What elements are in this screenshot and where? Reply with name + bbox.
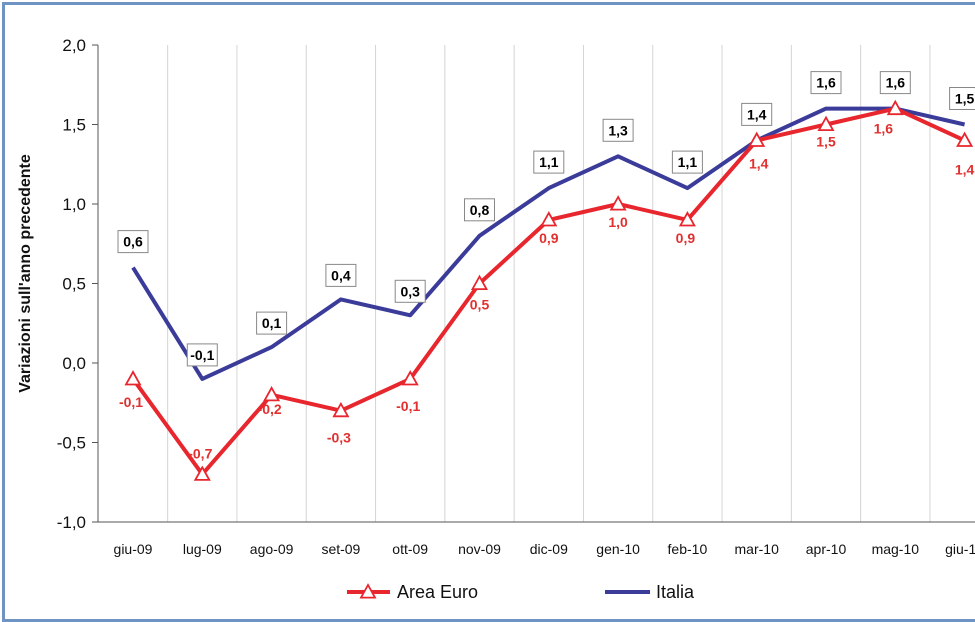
y-axis-title: Variazioni sull'anno precedente (17, 154, 34, 393)
italia-data-label-box (325, 263, 357, 287)
area-euro-data-label: 1,5 (816, 134, 836, 150)
y-tick-label: 1,0 (62, 195, 86, 214)
area-euro-data-label: 1,0 (608, 214, 628, 230)
x-tick-label: nov-09 (458, 541, 501, 557)
italia-data-label-box (186, 343, 218, 367)
legend-label-area-euro: Area Euro (397, 582, 478, 602)
italia-data-label: 1,3 (608, 122, 628, 138)
y-tick-label: 0,0 (62, 354, 86, 373)
area-euro-data-label: 1,6 (874, 121, 894, 137)
area-euro-point (540, 211, 558, 227)
area-euro-point (886, 99, 904, 116)
y-tick-label: 1,5 (62, 116, 86, 135)
x-tick-label: set-09 (321, 541, 360, 557)
area-euro-point (678, 211, 696, 227)
italia-data-label: 0,3 (400, 283, 420, 299)
italia-data-label: 1,1 (539, 154, 559, 170)
y-tick-label: 0,5 (62, 275, 86, 294)
italia-data-label: 1,6 (816, 75, 836, 91)
italia-data-label-box (741, 102, 773, 126)
area-euro-data-label: 0,5 (470, 297, 490, 313)
italia-data-label-box (602, 118, 634, 142)
area-euro-point (817, 115, 835, 132)
area-euro-point (956, 131, 974, 147)
italia-data-label: 0,4 (331, 267, 351, 283)
italia-data-label: 1,4 (747, 106, 767, 122)
italia-data-label: 1,5 (955, 91, 975, 107)
x-tick-label: ott-09 (392, 541, 428, 557)
italia-data-label-box (394, 279, 426, 303)
x-tick-label: apr-10 (806, 541, 847, 557)
italia-data-label-box (879, 71, 911, 95)
italia-data-label: 0,8 (470, 202, 490, 218)
area-euro-data-label: 1,4 (749, 155, 769, 171)
area-euro-point (748, 131, 766, 147)
italia-data-label: 0,6 (123, 234, 143, 250)
area-euro-data-label: 0,9 (539, 230, 559, 246)
area-euro-point (470, 274, 489, 291)
area-euro-data-label: -0,2 (258, 401, 282, 417)
legend-marker-area-euro (359, 583, 377, 599)
italia-data-label-box (533, 150, 565, 174)
line-chart: 2,0 1,5 1,0 0,5 0,0 -0,5 -1,0 giu-09 lug-09 ago-0… (17, 36, 975, 602)
x-tick-label: lug-09 (183, 541, 222, 557)
area-euro-data-label: -0,7 (188, 445, 212, 461)
italia-data-label-box (464, 198, 495, 222)
italia-data-label: -0,1 (190, 347, 214, 363)
x-tick-label: feb-10 (668, 541, 708, 557)
series-line-italia (131, 106, 966, 381)
area-euro-point (332, 401, 350, 418)
area-euro-data-label: 0,9 (676, 230, 696, 246)
italia-data-label-box (256, 311, 288, 335)
area-euro-data-label: -0,3 (327, 430, 351, 446)
x-tick-label: gen-10 (596, 541, 640, 557)
x-tick-label: giu-10 (945, 541, 975, 557)
italia-data-label-box (671, 150, 703, 174)
italia-data-label-box (117, 230, 149, 254)
area-euro-data-label: 1,4 (955, 161, 975, 177)
y-tick-label: -1,0 (57, 513, 86, 532)
x-tick-label: mar-10 (735, 541, 780, 557)
italia-data-label-box (949, 87, 975, 110)
legend-label-italia: Italia (656, 582, 695, 602)
x-tick-label: giu-09 (114, 541, 153, 557)
area-euro-point (609, 195, 627, 211)
x-tick-label: dic-09 (530, 541, 568, 557)
italia-data-label: 1,6 (886, 75, 906, 91)
x-tick-label: ago-09 (250, 541, 294, 557)
y-tick-label: 2,0 (62, 36, 86, 55)
area-euro-data-label: -0,1 (396, 398, 420, 414)
italia-data-label-box (810, 71, 842, 95)
area-euro-data-label: -0,1 (119, 394, 143, 410)
italia-data-label: 1,1 (678, 154, 698, 170)
x-tick-label: mag-10 (872, 541, 920, 557)
area-euro-point (263, 385, 281, 402)
y-tick-label: -0,5 (57, 434, 86, 453)
area-euro-point (124, 370, 142, 386)
area-euro-point (401, 370, 419, 386)
italia-data-label: 0,1 (262, 315, 282, 331)
area-euro-point (193, 465, 211, 481)
